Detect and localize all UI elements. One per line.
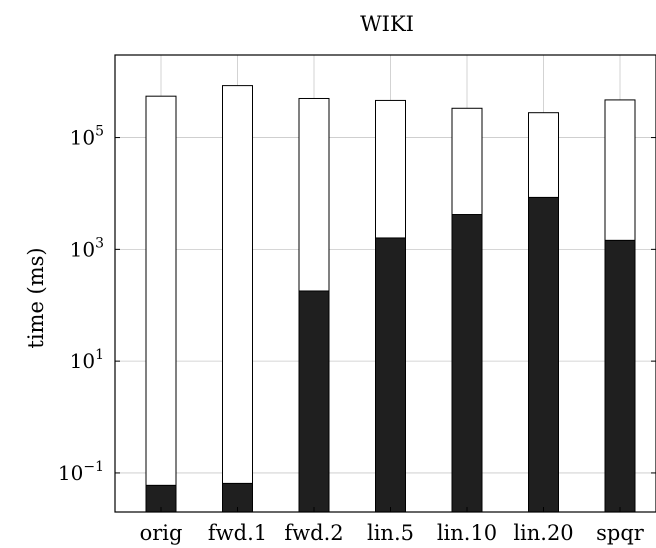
bar-segment-fwd.1-1 [222, 85, 253, 484]
bar-segment-lin.5-0 [375, 237, 406, 513]
bar-segment-lin.20-0 [528, 196, 559, 513]
x-tick-label: fwd.2 [284, 521, 343, 545]
bar-segment-fwd.2-0 [298, 290, 330, 513]
plot-frame [114, 54, 656, 513]
y-tick-label: 103 [70, 235, 104, 261]
y-ticks: 10−1 101 103 105 [58, 124, 656, 485]
chart-title: WIKI [360, 12, 414, 36]
bar-segment-orig-1 [145, 95, 177, 486]
x-tick-label: lin.20 [513, 521, 573, 545]
x-tick-label: spqr [596, 521, 645, 545]
x-tick-label: lin.10 [437, 521, 497, 545]
bar-segment-spqr-1 [604, 99, 636, 241]
bar-segment-lin.5-1 [375, 99, 406, 239]
bars [145, 85, 636, 513]
y-tick-label: 101 [70, 347, 104, 373]
bar-segment-lin.10-0 [451, 214, 483, 513]
bar-segment-lin.20-1 [528, 112, 559, 198]
bar-segment-lin.10-1 [451, 107, 483, 216]
x-tick-label: fwd.1 [208, 521, 267, 545]
x-ticks: orig fwd.1 fwd.2 lin.5 lin.10 lin.20 spqr [140, 507, 645, 545]
x-tick-label: orig [140, 521, 183, 545]
bar-segment-spqr-0 [604, 239, 636, 513]
y-tick-label: 10−1 [58, 459, 104, 485]
bar-segment-fwd.2-1 [298, 97, 330, 292]
y-tick-label: 105 [70, 124, 104, 150]
y-axis-label: time (ms) [24, 247, 48, 348]
x-tick-label: lin.5 [367, 521, 414, 545]
